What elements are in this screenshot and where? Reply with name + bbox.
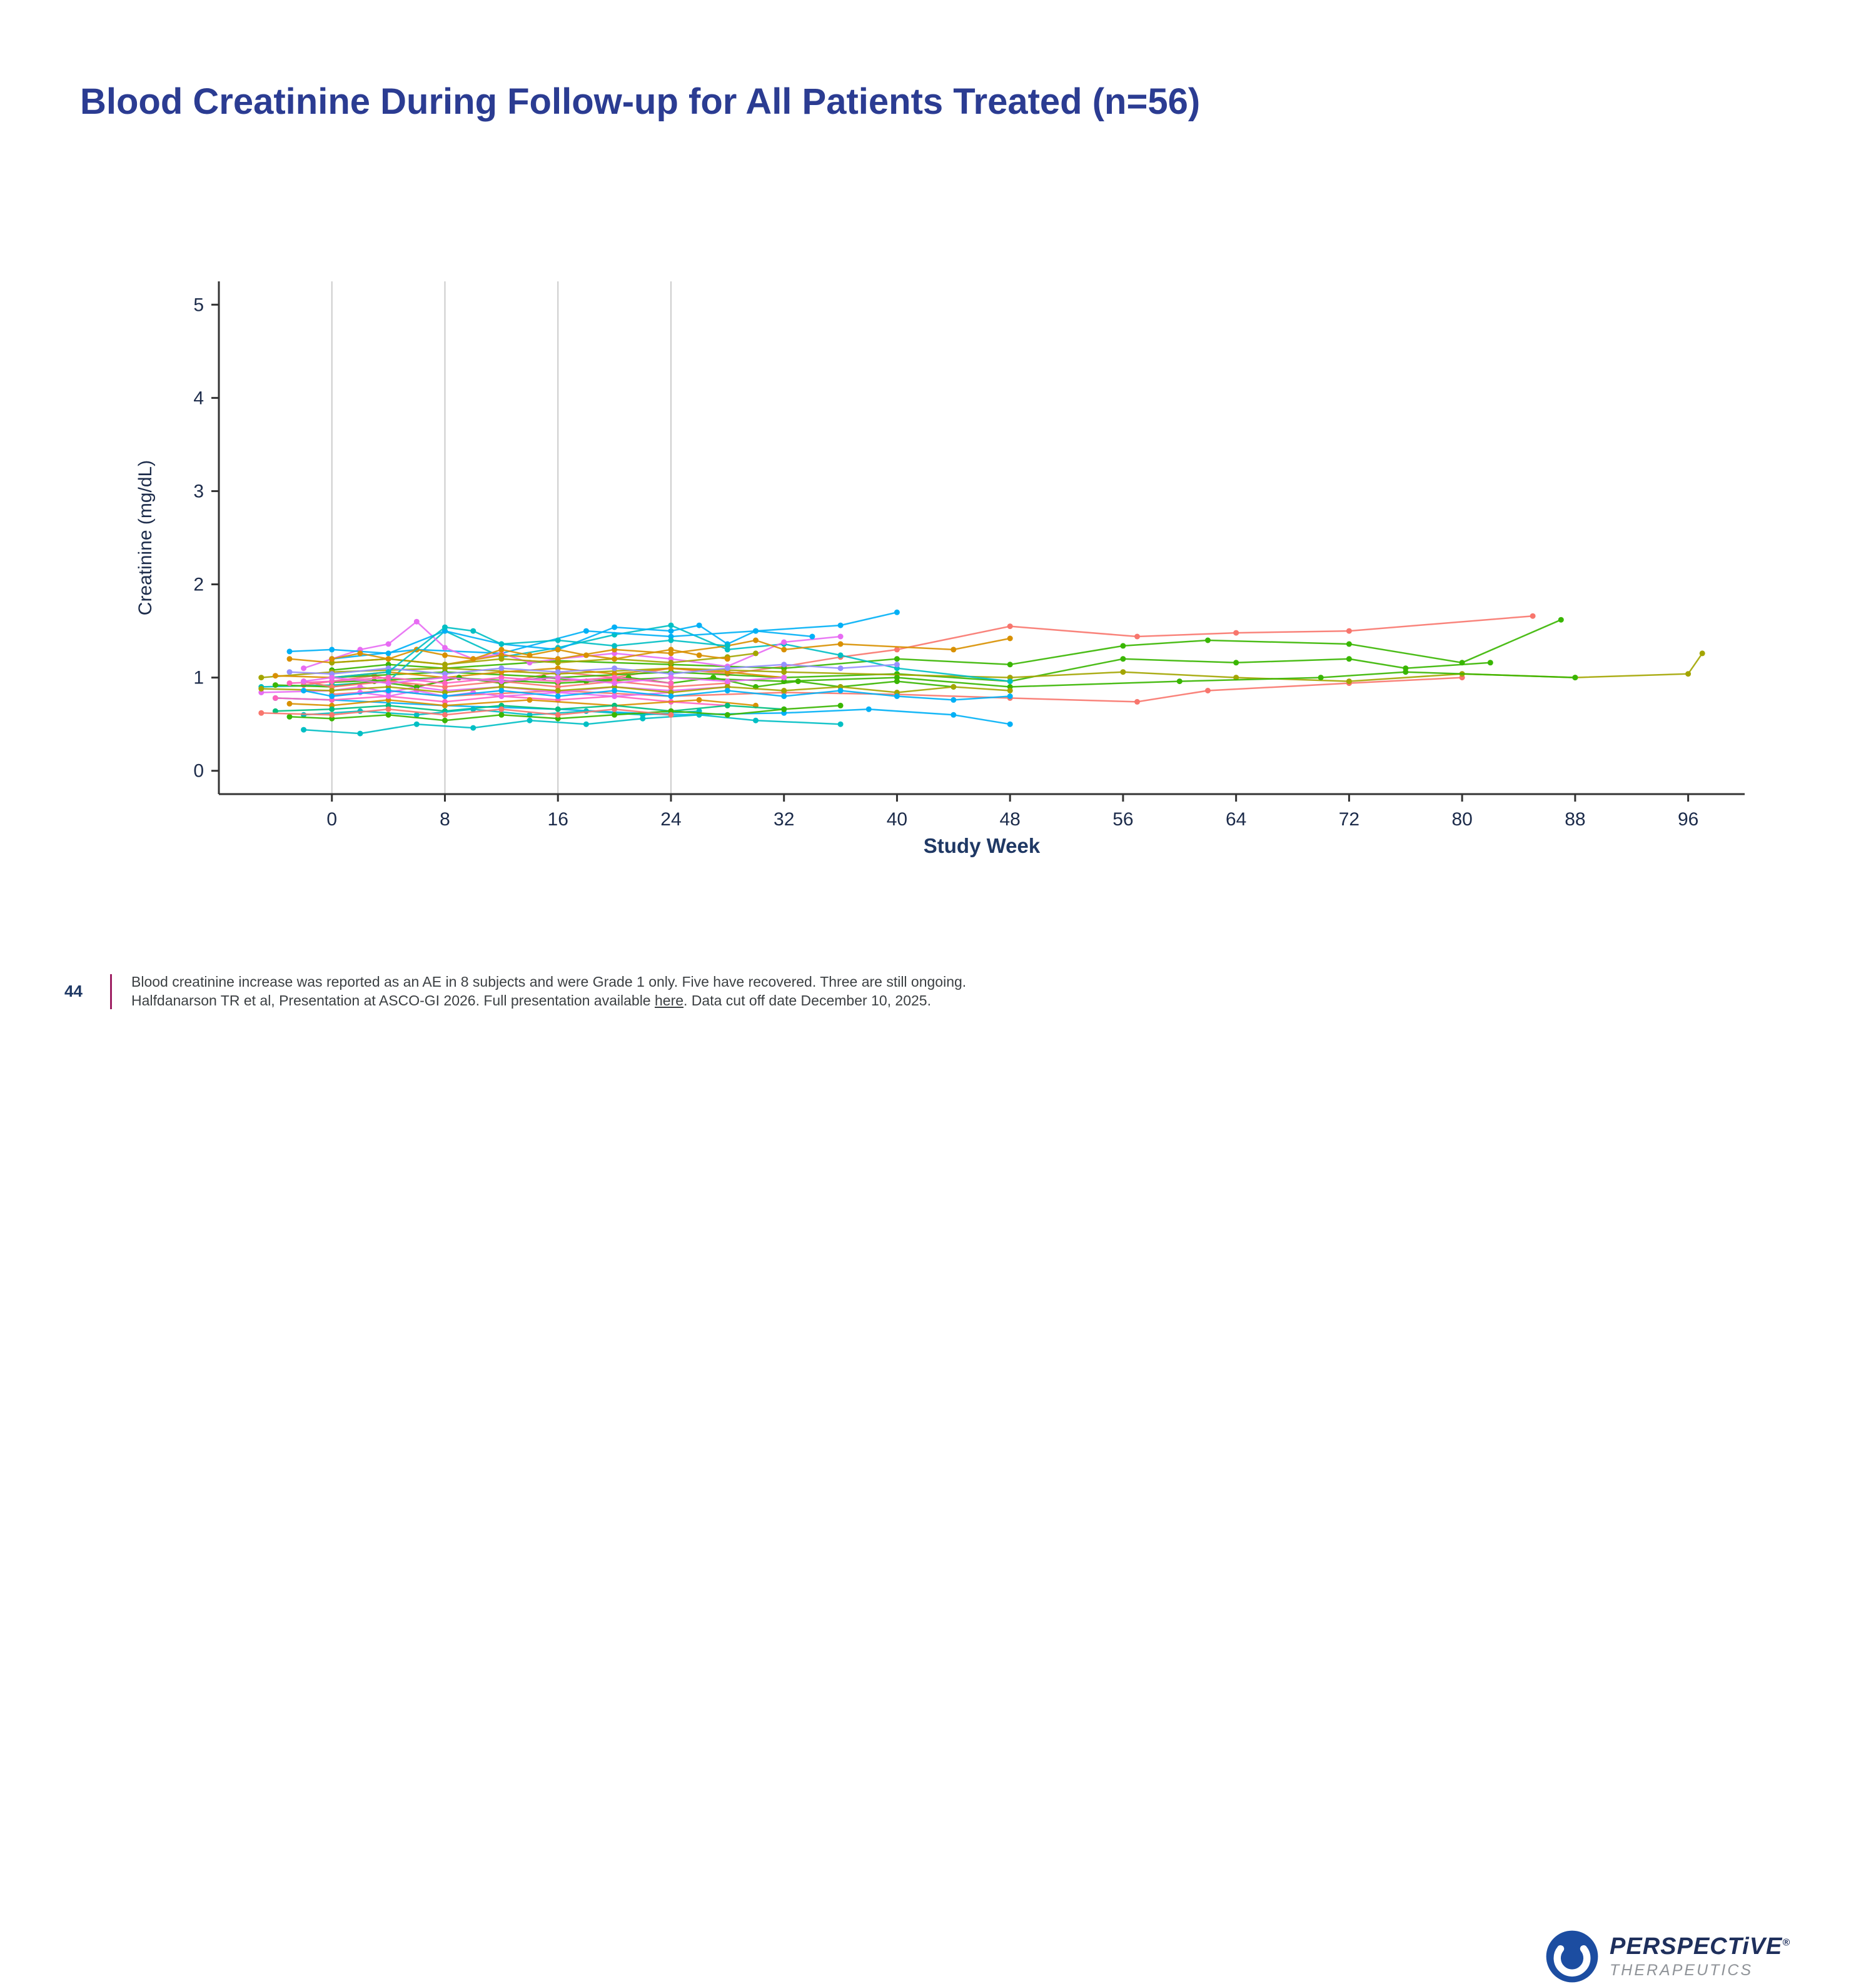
svg-text:32: 32 <box>774 809 794 830</box>
footnote-line1: Blood creatinine increase was reported a… <box>131 974 967 990</box>
logo-brand: PERSPECTiVE® <box>1610 1933 1791 1960</box>
presentation-link[interactable]: here <box>654 992 684 1009</box>
svg-text:5: 5 <box>193 295 204 315</box>
creatinine-plot-svg: 0 8 16 24 32 40 48 56 64 72 80 88 96 0 1 2 3 4 5 Study Week… <box>135 281 1745 857</box>
page-title: Blood Creatinine During Follow-up for Al… <box>80 81 1201 122</box>
footer: 44 Blood creatinine increase was reporte… <box>0 969 1876 1983</box>
svg-text:24: 24 <box>660 809 681 830</box>
footnote: Blood creatinine increase was reported a… <box>131 972 966 1010</box>
svg-text:64: 64 <box>1226 809 1246 830</box>
svg-text:0: 0 <box>193 761 204 782</box>
creatinine-plot: 0 8 16 24 32 40 48 56 64 72 80 88 96 0 1 2 3 4 5 Study Week… <box>125 263 1763 869</box>
svg-text:0: 0 <box>326 809 337 830</box>
svg-text:16: 16 <box>548 809 568 830</box>
company-logo: PERSPECTiVE® THERAPEUTICS <box>1545 1929 1790 1984</box>
registered-mark: ® <box>1782 1937 1791 1948</box>
svg-text:40: 40 <box>887 809 907 830</box>
logo-subtitle: THERAPEUTICS <box>1610 1961 1753 1979</box>
perspective-logo-icon <box>1546 1930 1598 1983</box>
svg-text:88: 88 <box>1565 809 1585 830</box>
svg-text:2: 2 <box>193 575 204 595</box>
slide: { "slide": { "title": "Blood Creatinine … <box>0 81 1876 1983</box>
footnote-line2: Halfdanarson TR et al, Presentation at A… <box>131 991 966 1010</box>
svg-text:1: 1 <box>193 668 204 688</box>
footer-divider <box>110 974 112 1009</box>
footnote-line2-post: . Data cut off date December 10, 2025. <box>683 992 931 1009</box>
svg-text:Study Week: Study Week <box>924 834 1041 857</box>
svg-text:96: 96 <box>1678 809 1698 830</box>
footnote-line2-pre: Halfdanarson TR et al, Presentation at A… <box>131 992 655 1009</box>
logo-text: PERSPECTiVE® THERAPEUTICS <box>1610 1933 1790 1980</box>
svg-text:3: 3 <box>193 481 204 501</box>
page-number: 44 <box>64 982 83 1000</box>
svg-text:56: 56 <box>1112 809 1133 830</box>
svg-text:Creatinine (mg/dL): Creatinine (mg/dL) <box>135 460 156 615</box>
svg-text:80: 80 <box>1451 809 1472 830</box>
svg-text:8: 8 <box>440 809 450 830</box>
svg-text:4: 4 <box>193 388 204 408</box>
svg-text:48: 48 <box>999 809 1020 830</box>
svg-text:72: 72 <box>1339 809 1359 830</box>
